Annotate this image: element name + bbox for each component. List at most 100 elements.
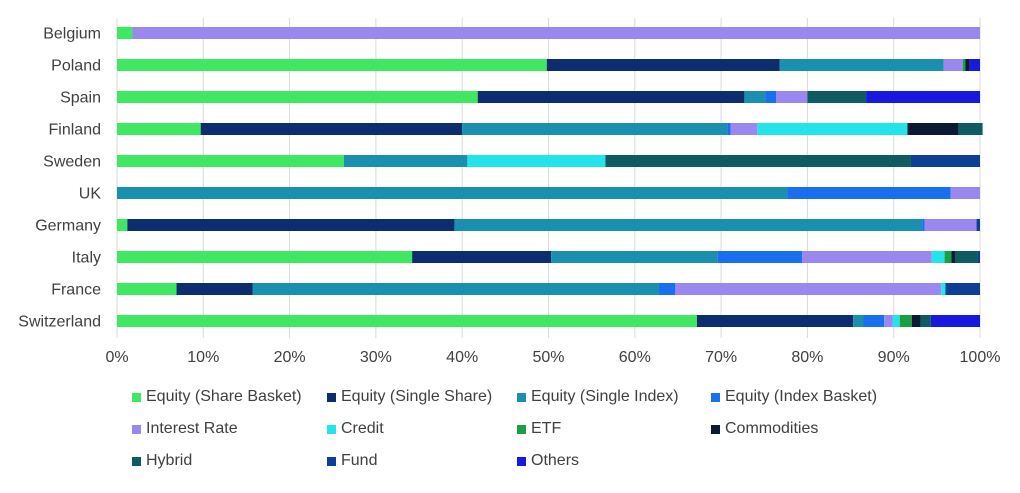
bar-segment xyxy=(467,155,606,167)
legend-swatch xyxy=(517,456,526,466)
bar-segment xyxy=(922,219,925,231)
bar-segment xyxy=(941,283,946,295)
bar-segment xyxy=(696,315,854,327)
bar-segment xyxy=(117,123,201,135)
legend-item: Interest Rate xyxy=(132,420,238,438)
bar-segment xyxy=(884,315,893,327)
legend-swatch xyxy=(327,456,336,466)
bar-segment xyxy=(605,155,911,167)
legend-label: Credit xyxy=(341,420,384,437)
bar-segment xyxy=(911,315,921,327)
bar-segment xyxy=(727,123,731,135)
bar-segment xyxy=(907,123,959,135)
legend-label: Fund xyxy=(341,452,378,469)
bar-segment xyxy=(962,59,966,71)
bar-segment xyxy=(127,219,455,231)
bar-segment xyxy=(132,27,980,39)
legend-swatch xyxy=(711,392,720,402)
category-label: Poland xyxy=(51,58,101,75)
x-tick-label: 100% xyxy=(960,349,1001,366)
x-tick-label: 0% xyxy=(105,349,128,366)
legend-label: Equity (Index Basket) xyxy=(725,388,878,405)
legend-label: Equity (Single Share) xyxy=(341,388,493,405)
x-tick-label: 10% xyxy=(187,349,219,366)
bar-segment xyxy=(412,251,552,263)
legend-swatch xyxy=(132,424,141,434)
bar-segment xyxy=(117,251,413,263)
bar-segment xyxy=(866,91,980,103)
category-label: Finland xyxy=(49,122,101,139)
x-tick-label: 30% xyxy=(360,349,392,366)
bar-segment xyxy=(551,251,718,263)
bar-segment xyxy=(546,59,780,71)
legend-item: Fund xyxy=(327,452,377,470)
bar-segment xyxy=(117,187,788,199)
bar-segment xyxy=(853,315,864,327)
legend-item: Others xyxy=(517,452,579,470)
bar-segment xyxy=(252,283,659,295)
bar-segment xyxy=(117,283,177,295)
bar-segment xyxy=(117,59,547,71)
bar-segment xyxy=(730,123,758,135)
bar-segment xyxy=(863,315,885,327)
bar-segment xyxy=(951,251,955,263)
legend-label: Equity (Single Index) xyxy=(531,388,679,405)
bar-segment xyxy=(807,91,867,103)
bar-segment xyxy=(899,315,912,327)
legend: Equity (Share Basket) Equity (Single Shar… xyxy=(0,380,1020,490)
bar-segment xyxy=(117,315,697,327)
bar-segment xyxy=(117,219,128,231)
bar-segment xyxy=(454,219,923,231)
legend-label: Commodities xyxy=(725,420,819,437)
bar-segment xyxy=(117,91,478,103)
x-tick-label: 90% xyxy=(878,349,910,366)
bar-segment xyxy=(117,155,344,167)
category-label: Spain xyxy=(60,90,101,107)
bar-segment xyxy=(757,123,908,135)
category-label: France xyxy=(51,282,101,299)
bar-segment xyxy=(958,123,983,135)
bar-segment xyxy=(943,59,963,71)
bar-segment xyxy=(462,123,728,135)
legend-label: Interest Rate xyxy=(146,420,238,437)
category-label: UK xyxy=(79,186,102,203)
bar-segment xyxy=(944,251,952,263)
bar-segment xyxy=(954,251,978,263)
bar-segment xyxy=(200,123,463,135)
legend-item: Commodities xyxy=(711,420,818,438)
legend-swatch xyxy=(132,392,141,402)
bar-segment xyxy=(802,251,932,263)
bar-segment xyxy=(776,91,808,103)
bar-segment xyxy=(176,283,253,295)
legend-item: Equity (Index Basket) xyxy=(711,388,877,406)
bar-segment xyxy=(931,251,945,263)
legend-label: Hybrid xyxy=(146,452,193,469)
bar-segment xyxy=(717,251,803,263)
bar-segment xyxy=(945,283,980,295)
stacked-bar-chart: Belgium Poland Spain Finland Sweden UK Germany… xyxy=(18,18,1001,366)
x-tick-label: 40% xyxy=(446,349,478,366)
bar-segment xyxy=(910,155,980,167)
x-tick-label: 20% xyxy=(274,349,306,366)
legend-item: Equity (Share Basket) xyxy=(132,388,302,406)
bar-segment xyxy=(343,155,468,167)
bar-segment xyxy=(930,315,980,327)
legend-label: ETF xyxy=(531,420,562,437)
legend-swatch xyxy=(711,424,720,434)
legend-item: Hybrid xyxy=(132,452,192,470)
legend-swatch xyxy=(132,456,141,466)
category-label: Italy xyxy=(72,250,101,267)
legend-swatch xyxy=(327,424,336,434)
category-label: Switzerland xyxy=(18,314,101,331)
legend-item: Equity (Single Share) xyxy=(327,388,492,406)
x-tick-label: 50% xyxy=(532,349,564,366)
x-tick-label: 60% xyxy=(619,349,651,366)
x-tick-label: 80% xyxy=(791,349,823,366)
x-tick-label: 70% xyxy=(705,349,737,366)
category-label: Belgium xyxy=(43,26,101,43)
legend-swatch xyxy=(517,392,526,402)
legend-label: Others xyxy=(531,452,580,469)
legend-swatch xyxy=(517,424,526,434)
bar-segment xyxy=(765,91,777,103)
bar-segment xyxy=(892,315,900,327)
